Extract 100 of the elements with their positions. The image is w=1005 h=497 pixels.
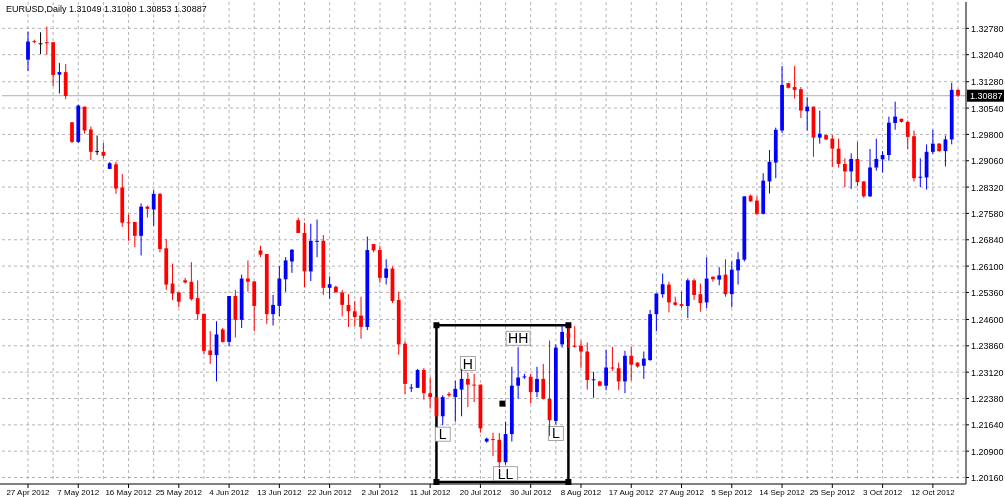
x-tick-label: 4 Jun 2012 [209, 488, 250, 497]
candlestick [830, 134, 835, 168]
x-tick-label: 30 Jul 2012 [510, 488, 552, 497]
candlestick [717, 266, 722, 286]
candlestick [421, 367, 426, 401]
candlestick [271, 294, 275, 327]
candlestick [440, 394, 445, 426]
candlestick [641, 351, 646, 380]
candlestick [905, 120, 910, 150]
y-tick-label: 1.28320 [971, 182, 1004, 193]
x-tick-label: 22 Jun 2012 [307, 488, 353, 497]
annotation: LL [497, 465, 514, 482]
candlestick [792, 65, 797, 99]
x-tick-label: 16 May 2012 [105, 488, 153, 497]
candlestick [57, 62, 62, 94]
y-tick-label: 1.32040 [971, 50, 1004, 61]
y-tick-label: 1.31280 [971, 77, 1004, 88]
annotation: HH [508, 330, 529, 347]
candlestick [560, 325, 565, 349]
candlestick [528, 373, 533, 404]
chart-title: EURUSD,Daily 1.31049 1.31080 1.30853 1.30887 [6, 4, 207, 14]
annotation: H [462, 355, 473, 372]
candlestick [44, 26, 49, 56]
candlestick [465, 372, 470, 408]
candlestick [428, 376, 433, 409]
candlestick [340, 289, 345, 317]
y-tick-label: 1.26100 [971, 261, 1004, 272]
candlestick [805, 96, 810, 131]
x-tick-label: 25 Sep 2012 [809, 488, 856, 497]
candlestick [817, 110, 822, 145]
candlestick [327, 275, 332, 300]
x-tick-label: 14 Sep 2012 [759, 488, 806, 497]
candlestick [315, 218, 319, 258]
candlestick [26, 31, 30, 72]
y-tick-label: 1.25360 [971, 287, 1004, 298]
x-tick-label: 5 Sep 2012 [711, 488, 753, 497]
x-tick-label: 3 Oct 2012 [863, 488, 903, 497]
y-tick-label: 1.20900 [971, 446, 1004, 457]
candlestick [151, 189, 156, 227]
y-tick-label: 1.20160 [971, 473, 1004, 484]
candlestick [183, 277, 187, 285]
y-tick-label: 1.29800 [971, 129, 1004, 140]
x-tick-label: 12 Oct 2012 [911, 488, 956, 497]
candlestick [541, 363, 546, 401]
candlestick [535, 366, 539, 398]
candlestick [63, 63, 68, 100]
candlestick [799, 86, 803, 119]
candlestick [849, 152, 854, 190]
y-tick-label: 1.23120 [971, 367, 1004, 378]
candlestick [189, 261, 194, 302]
candlestick [604, 349, 608, 391]
x-tick-label: 27 Apr 2012 [6, 488, 51, 497]
x-tick-label: 17 Aug 2012 [608, 488, 655, 497]
candlestick [246, 259, 250, 293]
y-tick-label: 1.26840 [971, 235, 1004, 246]
candlestick [698, 283, 703, 313]
candlestick [654, 293, 659, 332]
annotation: L [551, 425, 560, 442]
candlestick [497, 432, 502, 469]
candlestick [572, 325, 577, 349]
x-tick-label: 11 Jul 2012 [409, 488, 452, 497]
ref-line-label: 1.30887 [970, 91, 1003, 102]
candlestick [95, 134, 100, 156]
candlestick [384, 258, 389, 286]
x-tick-label: 2 Jul 2012 [361, 488, 399, 497]
candlestick [352, 300, 357, 327]
candlestick [660, 273, 665, 299]
annotation: L [438, 426, 447, 443]
y-tick-label: 1.24600 [971, 314, 1004, 325]
candlestick [70, 121, 74, 144]
candlestick [893, 101, 898, 131]
candlestick [195, 279, 200, 321]
candlestick [843, 157, 847, 188]
x-tick-label: 7 May 2012 [57, 488, 100, 497]
candlestick [692, 278, 696, 301]
x-tick-label: 25 May 2012 [155, 488, 203, 497]
x-tick-label: 20 Jul 2012 [459, 488, 502, 497]
candlestick [516, 346, 521, 400]
y-tick-label: 1.27580 [971, 208, 1004, 219]
candlestick [736, 251, 740, 286]
y-tick-label: 1.30540 [971, 103, 1004, 114]
candlestick [208, 330, 213, 365]
candlestick [704, 256, 709, 309]
candlestick [629, 346, 634, 382]
candlestick [283, 256, 288, 293]
x-tick-label: 27 Aug 2012 [659, 488, 705, 497]
candlestick [918, 157, 923, 188]
y-tick-label: 1.23860 [971, 341, 1004, 352]
candlestick [472, 373, 477, 403]
candlestick [359, 296, 363, 340]
candlestick [667, 281, 671, 313]
candlestick [930, 129, 935, 155]
candlestick [453, 380, 458, 423]
x-tick-label: 13 Jun 2012 [257, 488, 302, 497]
candlestick [132, 221, 137, 248]
candlestick [874, 138, 879, 172]
candlestick [579, 339, 583, 369]
x-tick-label: 8 Aug 2012 [560, 488, 602, 497]
y-tick-label: 1.32780 [971, 23, 1004, 34]
y-tick-label: 1.21640 [971, 420, 1004, 431]
